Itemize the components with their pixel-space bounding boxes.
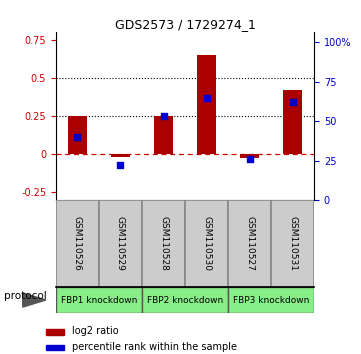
Point bbox=[118, 162, 123, 168]
Polygon shape bbox=[23, 293, 46, 307]
Text: GSM110526: GSM110526 bbox=[73, 216, 82, 271]
Point bbox=[75, 134, 81, 140]
Bar bbox=[271, 200, 314, 287]
Point bbox=[161, 114, 166, 119]
Text: FBP2 knockdown: FBP2 knockdown bbox=[147, 296, 223, 304]
Point bbox=[204, 95, 209, 101]
Text: percentile rank within the sample: percentile rank within the sample bbox=[71, 342, 236, 352]
Text: GSM110529: GSM110529 bbox=[116, 216, 125, 271]
Text: GSM110531: GSM110531 bbox=[288, 216, 297, 271]
Bar bbox=[154, 116, 173, 154]
Title: GDS2573 / 1729274_1: GDS2573 / 1729274_1 bbox=[114, 18, 256, 31]
Bar bbox=[283, 90, 302, 154]
Bar bbox=[47, 329, 64, 335]
Bar bbox=[99, 200, 142, 287]
Bar bbox=[47, 345, 64, 350]
Bar bbox=[56, 287, 142, 313]
Bar bbox=[185, 200, 228, 287]
Text: log2 ratio: log2 ratio bbox=[71, 326, 118, 336]
Bar bbox=[228, 287, 314, 313]
Bar bbox=[142, 200, 185, 287]
Bar bbox=[228, 200, 271, 287]
Bar bbox=[68, 116, 87, 154]
Bar bbox=[197, 55, 216, 154]
Text: protocol: protocol bbox=[4, 291, 46, 302]
Text: GSM110528: GSM110528 bbox=[159, 216, 168, 271]
Bar bbox=[111, 154, 130, 157]
Text: GSM110527: GSM110527 bbox=[245, 216, 254, 271]
Text: FBP3 knockdown: FBP3 knockdown bbox=[233, 296, 309, 304]
Point bbox=[290, 99, 295, 105]
Text: FBP1 knockdown: FBP1 knockdown bbox=[61, 296, 137, 304]
Text: GSM110530: GSM110530 bbox=[202, 216, 211, 271]
Point bbox=[247, 156, 252, 162]
Bar bbox=[56, 200, 99, 287]
Bar bbox=[142, 287, 228, 313]
Bar bbox=[240, 154, 259, 158]
